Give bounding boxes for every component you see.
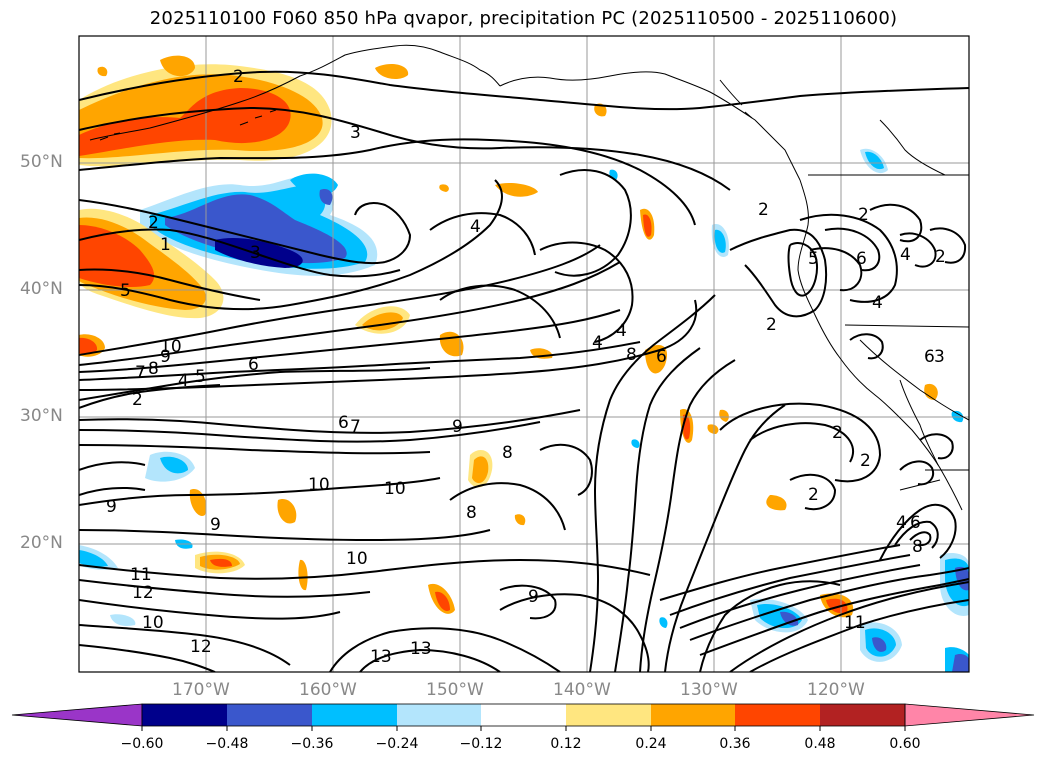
- contour-label: 2: [758, 200, 769, 220]
- lon-label-150w: 150°W: [426, 680, 484, 700]
- anomaly-shading: [79, 55, 969, 672]
- colorbar-tick-label: 0.12: [550, 736, 582, 752]
- contour-label: 9: [452, 417, 463, 437]
- contour-label: 10: [142, 613, 164, 633]
- contour-label: 1: [160, 235, 171, 255]
- lon-label-120w: 120°W: [807, 680, 865, 700]
- lat-label-20n: 20°N: [20, 533, 63, 553]
- colorbar-tick-label: −0.36: [290, 736, 334, 752]
- colorbar-segment: [651, 704, 735, 726]
- contour-label: 2: [148, 213, 159, 233]
- contour-label: 5: [120, 281, 131, 301]
- contour-label: 12: [132, 583, 154, 603]
- contour-label: 5: [195, 367, 206, 387]
- contour-label: 4: [896, 513, 907, 533]
- lon-label-140w: 140°W: [553, 680, 611, 700]
- contour-label: 4: [616, 321, 627, 341]
- contour-label: 2: [808, 485, 819, 505]
- colorbar-segment: [820, 704, 905, 726]
- contour-label: 8: [502, 443, 513, 463]
- colorbar-tick-label: −0.48: [205, 736, 249, 752]
- contour-label: 10: [308, 475, 330, 495]
- lon-label-160w: 160°W: [299, 680, 357, 700]
- lon-label-170w: 170°W: [172, 680, 230, 700]
- graticule: [79, 36, 969, 672]
- colorbar-segment: [227, 704, 312, 726]
- contour-labels: 2 3 4 2 1 3 5 10 9 8 7 6 4 5 2 6 7 9 8 1…: [106, 67, 946, 667]
- lon-label-130w: 130°W: [680, 680, 738, 700]
- contour-label: 6: [910, 513, 921, 533]
- lat-label-50n: 50°N: [20, 152, 63, 172]
- colorbar-segment: [566, 704, 651, 726]
- colorbar-segment: [142, 704, 227, 726]
- contour-label: 3: [250, 243, 261, 263]
- contour-label: 8: [466, 503, 477, 523]
- contour-label: 2: [860, 451, 871, 471]
- contour-label: 2: [935, 247, 946, 267]
- map-title: 2025110100 F060 850 hPa qvapor, precipit…: [149, 8, 898, 29]
- colorbar-segment: [481, 704, 566, 726]
- contour-label: 9: [528, 587, 539, 607]
- colorbar-tick-label: 0.60: [889, 736, 921, 752]
- contour-label: 9: [210, 515, 221, 535]
- map-frame: [78, 35, 970, 673]
- contour-label: 2: [233, 67, 244, 87]
- contour-label: 5: [808, 249, 819, 269]
- colorbar-tick-label: 0.48: [804, 736, 836, 752]
- contour-label: 10: [346, 549, 368, 569]
- qvapor-contours: [79, 70, 969, 672]
- contour-label: 2: [766, 315, 777, 335]
- contour-label: 10: [384, 479, 406, 499]
- contour-label: 13: [410, 639, 432, 659]
- contour-label: 7: [135, 363, 146, 383]
- colorbar-tick-label: 0.36: [719, 736, 751, 752]
- contour-label: 8: [912, 537, 923, 557]
- lat-label-40n: 40°N: [20, 279, 63, 299]
- contour-label: 2: [132, 390, 143, 410]
- colorbar-extend-high: [904, 703, 1035, 727]
- contour-label: 7: [350, 417, 361, 437]
- contour-label: 11: [130, 565, 152, 585]
- contour-label: 11: [844, 613, 866, 633]
- colorbar-segment: [397, 704, 481, 726]
- colorbar-segment: [735, 704, 820, 726]
- contour-label: 4: [178, 371, 189, 391]
- colorbar-tick-label: −0.24: [375, 736, 419, 752]
- contour-label: 2: [832, 423, 843, 443]
- contour-label: 6: [338, 413, 349, 433]
- anomaly-negative-max: [215, 238, 303, 268]
- contour-label: 9: [160, 347, 171, 367]
- colorbar: [11, 703, 1035, 731]
- contour-label: 2: [858, 205, 869, 225]
- contour-label: 9: [106, 497, 117, 517]
- contour-label: 3: [350, 123, 361, 143]
- contour-label: 6: [248, 355, 259, 375]
- contour-label: 3: [934, 347, 945, 367]
- colorbar-tick-label: −0.60: [120, 736, 164, 752]
- contour-label: 4: [872, 293, 883, 313]
- contour-label: 6: [924, 347, 935, 367]
- colorbar-tick-label: 0.24: [635, 736, 667, 752]
- contour-label: 4: [470, 217, 481, 237]
- anomaly-positive-strong: [79, 88, 291, 156]
- contour-label: 6: [656, 347, 667, 367]
- contour-label: 8: [148, 359, 159, 379]
- contour-label: 13: [370, 647, 392, 667]
- contour-label: 10: [160, 337, 182, 357]
- contour-label: 4: [900, 245, 911, 265]
- colorbar-segment: [312, 704, 397, 726]
- lat-label-30n: 30°N: [20, 406, 63, 426]
- contour-label: 12: [190, 637, 212, 657]
- contour-label: 4: [592, 333, 603, 353]
- contour-label: 6: [856, 249, 867, 269]
- anomaly-negative-strong: [165, 194, 347, 264]
- coastlines: [89, 44, 969, 511]
- colorbar-extend-low: [11, 703, 143, 727]
- contour-label: 8: [626, 345, 637, 365]
- colorbar-tick-label: −0.12: [459, 736, 503, 752]
